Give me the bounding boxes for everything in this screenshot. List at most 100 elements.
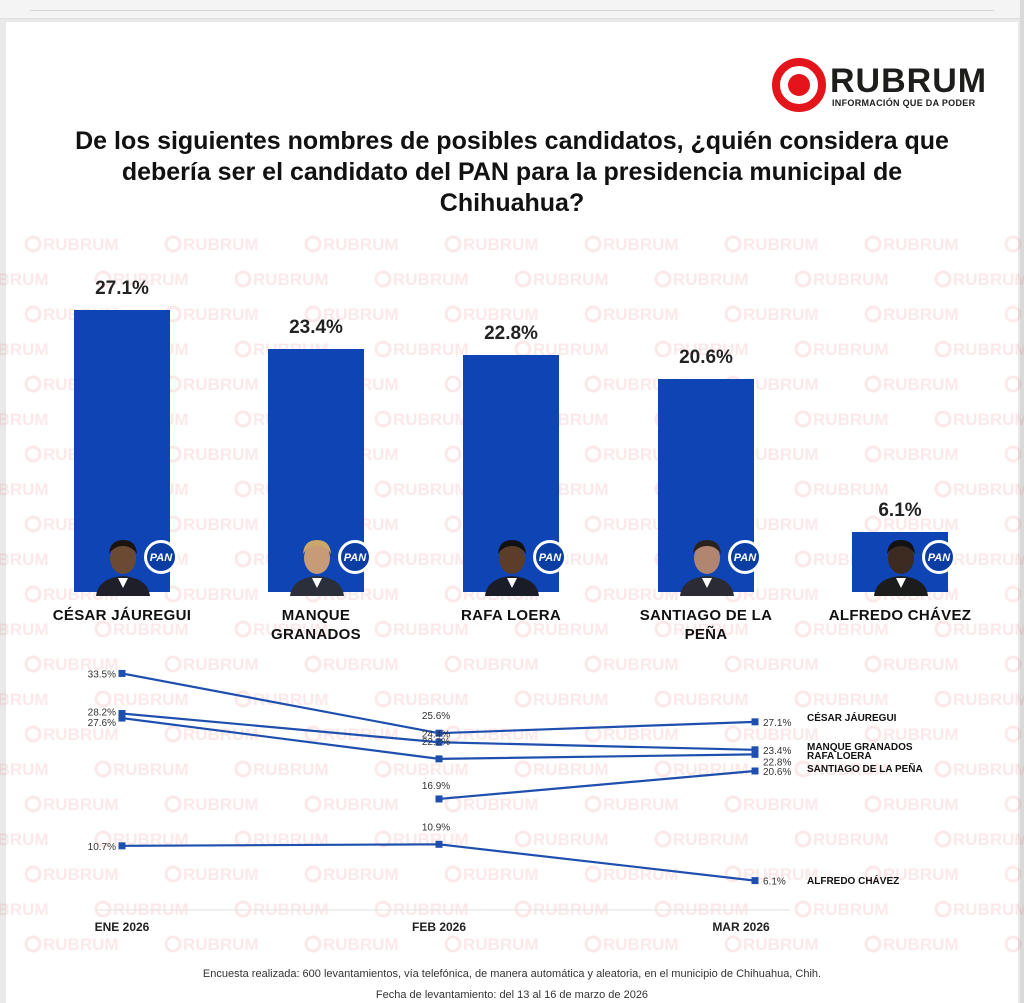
svg-text:RUBRUM: RUBRUM	[673, 340, 749, 359]
svg-text:RUBRUM: RUBRUM	[883, 725, 959, 744]
svg-text:RUBRUM: RUBRUM	[603, 235, 679, 254]
svg-text:RUBRUM: RUBRUM	[113, 830, 189, 849]
series-value-label: 6.1%	[763, 877, 786, 888]
svg-text:RUBRUM: RUBRUM	[813, 830, 889, 849]
svg-text:RUBRUM: RUBRUM	[43, 655, 119, 674]
series-marker	[751, 767, 759, 775]
series-value-label: 33.5%	[88, 669, 116, 680]
svg-text:RUBRUM: RUBRUM	[0, 340, 49, 359]
series-value-label: 28.2%	[88, 708, 116, 719]
svg-text:RUBRUM: RUBRUM	[0, 690, 49, 709]
svg-text:RUBRUM: RUBRUM	[43, 235, 119, 254]
svg-text:RUBRUM: RUBRUM	[183, 585, 259, 604]
bar-value-label: 22.8%	[484, 323, 538, 345]
svg-text:RUBRUM: RUBRUM	[813, 340, 889, 359]
svg-text:RUBRUM: RUBRUM	[253, 690, 329, 709]
series-marker	[751, 750, 759, 758]
svg-text:RUBRUM: RUBRUM	[393, 550, 469, 569]
svg-text:RUBRUM: RUBRUM	[0, 620, 49, 639]
svg-text:RUBRUM: RUBRUM	[603, 655, 679, 674]
candidate-photo	[94, 534, 152, 596]
scrollbar[interactable]	[1020, 0, 1024, 1003]
svg-text:RUBRUM: RUBRUM	[813, 480, 889, 499]
svg-text:RUBRUM: RUBRUM	[743, 585, 819, 604]
svg-text:RUBRUM: RUBRUM	[533, 270, 609, 289]
svg-text:RUBRUM: RUBRUM	[743, 865, 819, 884]
svg-text:RUBRUM: RUBRUM	[0, 830, 49, 849]
svg-text:RUBRUM: RUBRUM	[43, 865, 119, 884]
svg-text:RUBRUM: RUBRUM	[743, 795, 819, 814]
svg-text:RUBRUM: RUBRUM	[393, 340, 469, 359]
series-marker	[118, 714, 126, 722]
svg-text:RUBRUM: RUBRUM	[673, 270, 749, 289]
svg-text:RUBRUM: RUBRUM	[323, 235, 399, 254]
pan-party-logo: PAN	[144, 540, 178, 574]
series-marker	[118, 669, 126, 677]
series-name-label: RAFA LOERA	[807, 751, 872, 762]
logo-tagline: INFORMACIÓN QUE DA PODER	[832, 98, 976, 108]
svg-text:RUBRUM: RUBRUM	[813, 620, 889, 639]
svg-text:RUBRUM: RUBRUM	[673, 620, 749, 639]
svg-text:RUBRUM: RUBRUM	[0, 480, 49, 499]
svg-text:RUBRUM: RUBRUM	[743, 725, 819, 744]
series-value-label: 23.4%	[763, 746, 791, 757]
pan-party-logo: PAN	[533, 540, 567, 574]
svg-text:RUBRUM: RUBRUM	[463, 935, 539, 954]
svg-text:RUBRUM: RUBRUM	[883, 865, 959, 884]
svg-text:RUBRUM: RUBRUM	[603, 725, 679, 744]
svg-text:RUBRUM: RUBRUM	[533, 760, 609, 779]
svg-text:RUBRUM: RUBRUM	[463, 305, 539, 324]
svg-text:RUBRUM: RUBRUM	[113, 270, 189, 289]
svg-text:RUBRUM: RUBRUM	[183, 515, 259, 534]
candidate-photo	[872, 534, 930, 596]
svg-text:RUBRUM: RUBRUM	[183, 445, 259, 464]
series-marker	[435, 738, 443, 746]
svg-text:RUBRUM: RUBRUM	[953, 550, 1024, 569]
svg-text:RUBRUM: RUBRUM	[953, 480, 1024, 499]
svg-text:RUBRUM: RUBRUM	[673, 830, 749, 849]
svg-text:RUBRUM: RUBRUM	[603, 795, 679, 814]
svg-text:RUBRUM: RUBRUM	[393, 270, 469, 289]
svg-text:RUBRUM: RUBRUM	[603, 935, 679, 954]
series-marker	[435, 755, 443, 763]
svg-text:RUBRUM: RUBRUM	[953, 830, 1024, 849]
svg-text:RUBRUM: RUBRUM	[813, 270, 889, 289]
svg-text:RUBRUM: RUBRUM	[533, 340, 609, 359]
svg-text:RUBRUM: RUBRUM	[743, 305, 819, 324]
top-strip	[0, 0, 1024, 19]
svg-text:RUBRUM: RUBRUM	[113, 620, 189, 639]
series-name-label: SANTIAGO DE LA PEÑA	[807, 762, 923, 775]
svg-text:RUBRUM: RUBRUM	[953, 900, 1024, 919]
svg-text:RUBRUM: RUBRUM	[743, 515, 819, 534]
svg-text:RUBRUM: RUBRUM	[813, 900, 889, 919]
svg-text:RUBRUM: RUBRUM	[743, 375, 819, 394]
svg-text:RUBRUM: RUBRUM	[393, 760, 469, 779]
series-value-label: 20.6%	[763, 767, 791, 778]
svg-text:RUBRUM: RUBRUM	[743, 445, 819, 464]
series-value-label: 27.6%	[88, 718, 116, 729]
series-name-label: ALFREDO CHÁVEZ	[807, 874, 899, 887]
svg-text:RUBRUM: RUBRUM	[953, 270, 1024, 289]
survey-method-note: Encuesta realizada: 600 levantamientos, …	[202, 968, 822, 980]
svg-text:RUBRUM: RUBRUM	[463, 235, 539, 254]
candidate-photo	[483, 534, 541, 596]
svg-text:RUBRUM: RUBRUM	[113, 760, 189, 779]
svg-text:RUBRUM: RUBRUM	[883, 235, 959, 254]
series-name-label: MANQUE GRANADOS	[807, 742, 913, 753]
series-value-label: 27.1%	[763, 718, 791, 729]
svg-text:RUBRUM: RUBRUM	[323, 795, 399, 814]
survey-date-note: Fecha de levantamiento: del 13 al 16 de …	[375, 989, 649, 1001]
svg-text:RUBRUM: RUBRUM	[253, 620, 329, 639]
svg-text:RUBRUM: RUBRUM	[883, 795, 959, 814]
bar-value-label: 20.6%	[679, 346, 733, 368]
svg-text:RUBRUM: RUBRUM	[323, 865, 399, 884]
candidate-photo	[288, 534, 346, 596]
svg-text:RUBRUM: RUBRUM	[183, 865, 259, 884]
svg-text:RUBRUM: RUBRUM	[883, 655, 959, 674]
svg-text:RUBRUM: RUBRUM	[183, 725, 259, 744]
svg-text:RUBRUM: RUBRUM	[183, 235, 259, 254]
x-axis-tick-label: ENE 2026	[95, 920, 150, 934]
candidate-name: RAFA LOERA	[461, 607, 561, 624]
svg-text:RUBRUM: RUBRUM	[953, 760, 1024, 779]
